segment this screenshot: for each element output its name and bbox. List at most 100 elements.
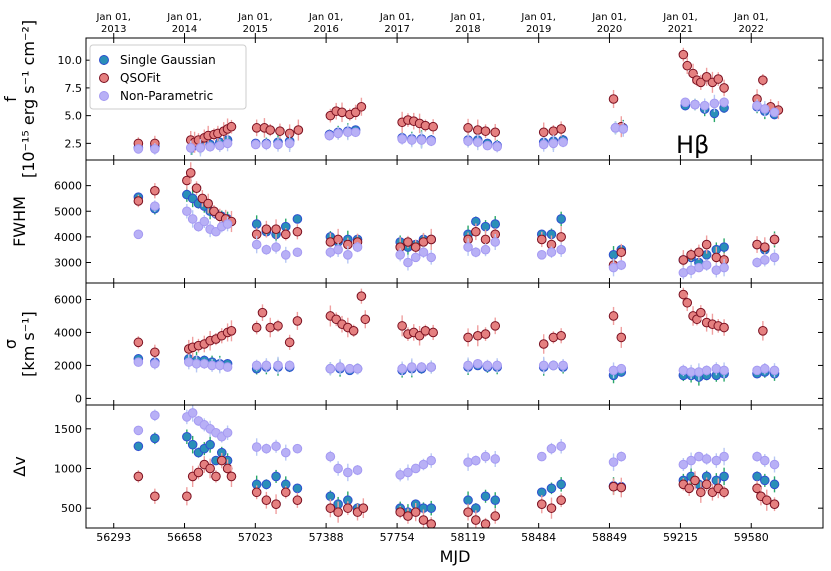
point-non-parametric [678, 365, 689, 376]
point-qsofit [356, 101, 367, 112]
point-non-parametric [251, 239, 262, 250]
point-qsofit [133, 471, 144, 482]
point-non-parametric [324, 130, 335, 141]
point-non-parametric [482, 140, 493, 151]
point-single-gaussian [205, 439, 215, 450]
point-qsofit [403, 237, 413, 247]
top-tick-label-line2: 2020 [597, 24, 622, 35]
point-single-gaussian [719, 242, 729, 252]
y-tick-label: 2.5 [65, 137, 83, 150]
top-tick-label-line2: 2017 [384, 24, 409, 35]
point-qsofit [472, 330, 483, 341]
point-non-parametric [133, 229, 144, 240]
point-single-gaussian [271, 471, 281, 482]
point-qsofit [480, 126, 491, 136]
point-qsofit [556, 232, 566, 242]
point-non-parametric [546, 443, 557, 454]
point-single-gaussian [182, 431, 192, 442]
point-qsofit [410, 507, 421, 517]
point-qsofit [701, 239, 712, 250]
point-qsofit [273, 321, 283, 331]
point-single-gaussian [187, 439, 198, 450]
point-non-parametric [273, 360, 283, 371]
point-qsofit [616, 247, 627, 258]
point-qsofit [265, 322, 276, 333]
point-non-parametric [426, 136, 437, 146]
point-non-parametric [752, 365, 762, 376]
point-qsofit [678, 289, 689, 300]
point-qsofit [490, 127, 501, 138]
point-qsofit [216, 455, 227, 466]
point-non-parametric [407, 135, 417, 145]
point-non-parametric [343, 467, 353, 478]
series-points-fwhm [133, 162, 780, 280]
y-tick-label: 6000 [54, 180, 82, 193]
point-qsofit [490, 511, 501, 521]
series-points-sigma [133, 287, 780, 386]
point-qsofit [701, 72, 712, 82]
point-qsofit [292, 226, 303, 237]
point-qsofit [133, 337, 144, 348]
top-tick-label-line1: Jan 01, [662, 12, 698, 23]
point-non-parametric [701, 365, 712, 376]
point-qsofit [191, 183, 202, 193]
x-tick-label: 58119 [450, 531, 485, 544]
point-qsofit [682, 60, 693, 71]
y-tick-label: 6000 [54, 293, 82, 306]
series-points-dv [133, 405, 780, 528]
point-non-parametric [678, 459, 689, 470]
top-tick-label-line2: 2018 [455, 24, 480, 35]
point-non-parametric [463, 360, 473, 371]
point-non-parametric [199, 358, 210, 369]
point-non-parametric [150, 358, 160, 369]
point-single-gaussian [719, 471, 729, 482]
legend-entry-non-parametric: Non-Parametric [99, 89, 213, 103]
point-non-parametric [719, 97, 729, 108]
y-axis-label-flux: f[10⁻¹⁵ erg s⁻¹ cm⁻²] [1, 20, 38, 178]
point-qsofit [360, 314, 371, 325]
x-axis-label: MJD [440, 547, 471, 566]
point-non-parametric [251, 360, 262, 371]
point-non-parametric [490, 237, 501, 247]
top-tick-label-line1: Jan 01, [591, 12, 627, 23]
y-tick-label: 10.0 [58, 54, 83, 67]
point-qsofit [410, 242, 421, 252]
point-non-parametric [546, 247, 557, 258]
point-non-parametric [418, 459, 429, 470]
point-non-parametric [416, 362, 427, 372]
point-non-parametric [548, 360, 559, 371]
y-axis-label-line: FWHM [10, 196, 29, 247]
point-qsofit [471, 515, 481, 525]
x-tick-label: 57388 [309, 531, 344, 544]
point-non-parametric [418, 247, 429, 258]
point-qsofit [280, 229, 291, 240]
top-tick-label-line2: 2013 [101, 24, 126, 35]
point-qsofit [758, 75, 768, 85]
point-qsofit [556, 495, 566, 506]
point-non-parametric [284, 138, 295, 149]
point-non-parametric [183, 357, 194, 367]
point-non-parametric [548, 138, 559, 149]
point-qsofit [538, 127, 549, 138]
legend-marker-non-parametric [99, 91, 109, 101]
point-non-parametric [480, 244, 491, 255]
x-tick-label: 56293 [96, 531, 131, 544]
point-qsofit [251, 487, 262, 498]
point-non-parametric [426, 455, 437, 466]
point-non-parametric [185, 143, 196, 153]
point-non-parametric [187, 408, 198, 418]
top-tick-label-line2: 2014 [172, 24, 197, 35]
point-qsofit [426, 519, 437, 528]
point-non-parametric [616, 451, 627, 462]
panel-dv: 500 1000 1500 Δv [10, 404, 824, 529]
point-qsofit [193, 467, 204, 478]
top-tick-label-line2: 2019 [526, 24, 551, 35]
point-non-parametric [182, 206, 192, 217]
y-tick-label: 2000 [54, 359, 82, 372]
point-qsofit [678, 49, 689, 60]
point-single-gaussian [292, 214, 303, 224]
point-single-gaussian [251, 219, 262, 229]
point-non-parametric [610, 123, 621, 133]
point-qsofit [701, 479, 712, 490]
point-non-parametric [410, 252, 421, 263]
